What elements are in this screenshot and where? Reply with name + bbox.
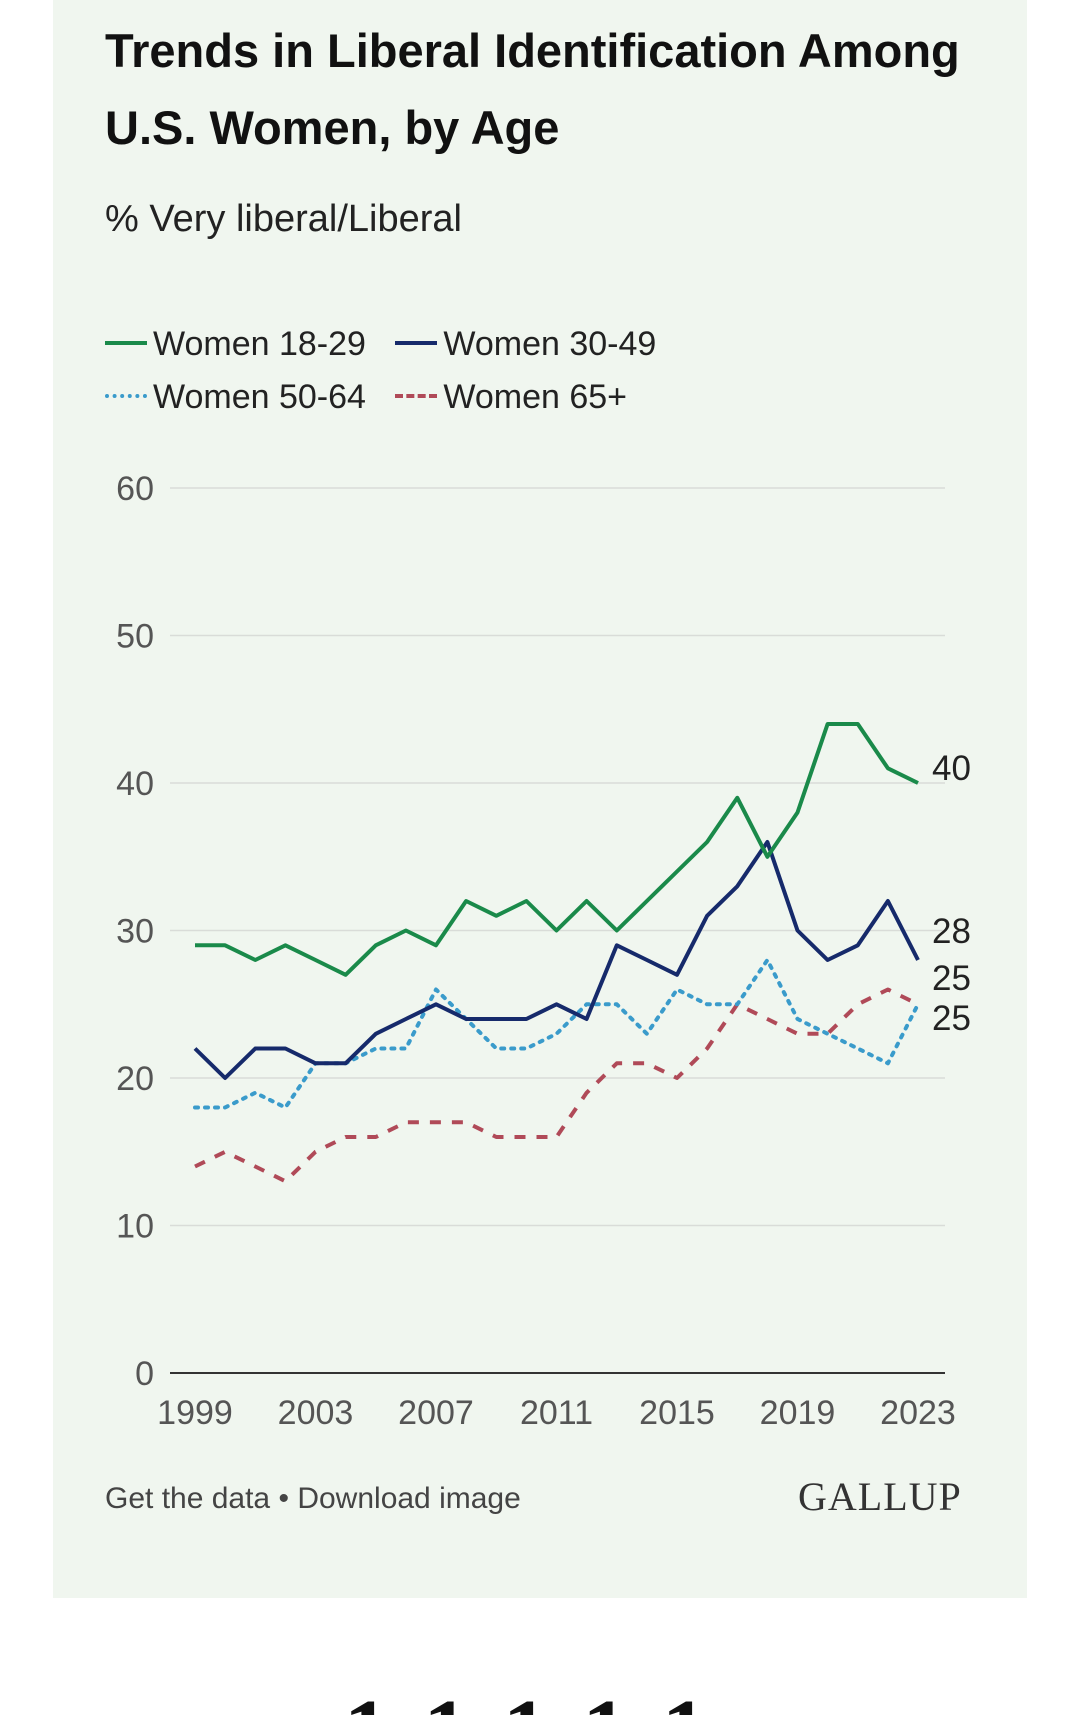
chart-title: Trends in Liberal Identification Among U… [105, 24, 960, 154]
cut-off-text: ... 1 1 1 1 1 [230, 1680, 713, 1715]
y-tick-label-30: 30 [116, 913, 154, 951]
chart-footer: Get the data • Download image [105, 1482, 521, 1516]
x-tick-label-2015: 2015 [639, 1394, 715, 1432]
article-text-fragment: ... 1 1 1 1 1 [0, 1600, 1079, 1715]
x-tick-label-2003: 2003 [278, 1394, 354, 1432]
y-tick-label-10: 10 [116, 1208, 154, 1246]
chart-card [53, 0, 1027, 1598]
y-tick-label-50: 50 [116, 618, 154, 656]
gallup-logo: GALLUP [798, 1474, 962, 1519]
legend-item-women-50-64[interactable]: Women 50-64 [105, 371, 366, 424]
legend-swatch-women-50-64 [105, 394, 147, 399]
end-label-women-65: 25 [932, 999, 971, 1038]
x-tick-label-2019: 2019 [760, 1394, 836, 1432]
end-label-women-30-49: 28 [932, 912, 971, 951]
line-chart: 0 10 20 30 40 50 60 1999 2003 2007 2011 2015 2019 202… [116, 470, 971, 1432]
chart-legend: Women 18-29 Women 30-49 Women 50-64 Wome… [105, 318, 965, 424]
get-data-link[interactable]: Get the data [105, 1482, 271, 1515]
legend-label: Women 18-29 [153, 325, 366, 363]
legend-label: Women 65+ [443, 378, 628, 416]
y-tick-label-40: 40 [116, 765, 154, 803]
series-line-women-30-49 [193, 840, 920, 1080]
legend-swatch-women-30-49 [395, 341, 438, 346]
x-tick-label-2007: 2007 [398, 1394, 474, 1432]
y-tick-label-20: 20 [116, 1060, 154, 1098]
legend-item-women-30-49[interactable]: Women 30-49 [395, 318, 656, 371]
legend-item-women-18-29[interactable]: Women 18-29 [105, 318, 366, 371]
end-label-women-18-29: 40 [932, 749, 971, 788]
y-tick-label-0: 0 [135, 1355, 154, 1393]
x-tick-label-2011: 2011 [520, 1394, 593, 1432]
legend-label: Women 30-49 [443, 325, 657, 363]
y-tick-label-60: 60 [116, 470, 154, 508]
legend-item-women-65[interactable]: Women 65+ [395, 371, 627, 424]
x-tick-label-2023: 2023 [880, 1394, 956, 1432]
download-image-link[interactable]: Download image [297, 1482, 521, 1515]
end-label-women-50-64: 25 [932, 959, 971, 998]
x-tick-label-1999: 1999 [157, 1394, 233, 1432]
series-line-women-65 [194, 987, 919, 1184]
chart-subtitle: % Very liberal/Liberal [105, 198, 462, 240]
legend-swatch-women-18-29 [105, 341, 147, 346]
series-line-women-18-29 [195, 722, 919, 977]
footer-separator: • [278, 1482, 289, 1515]
legend-swatch-women-65 [395, 394, 438, 399]
legend-label: Women 50-64 [153, 378, 366, 416]
